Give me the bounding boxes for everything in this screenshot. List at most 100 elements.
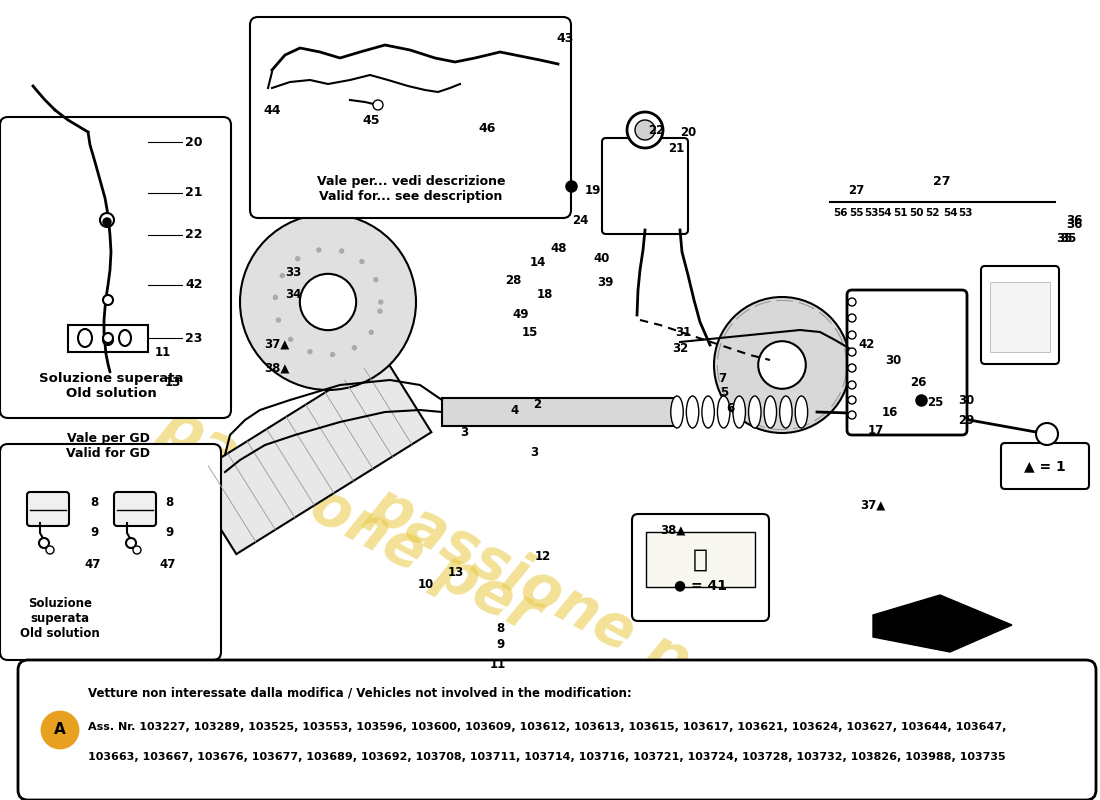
Ellipse shape [749,396,761,428]
Circle shape [39,538,50,548]
Text: passione per: passione per [151,396,550,644]
FancyBboxPatch shape [981,266,1059,364]
Circle shape [103,295,113,305]
Text: 10: 10 [418,578,434,591]
Circle shape [848,348,856,356]
Text: 30: 30 [958,394,975,406]
Text: 22: 22 [648,123,664,137]
Circle shape [103,333,113,343]
Text: 44: 44 [263,103,280,117]
FancyBboxPatch shape [847,290,967,435]
FancyBboxPatch shape [0,117,231,418]
Circle shape [370,330,373,334]
Text: 35: 35 [1060,231,1077,245]
Bar [990,282,1050,352]
Text: 14: 14 [530,255,547,269]
Text: 49: 49 [512,307,528,321]
Text: 18: 18 [537,287,553,301]
Text: Soluzione superata
Old solution: Soluzione superata Old solution [39,372,184,400]
Circle shape [126,538,136,548]
Circle shape [360,259,364,263]
Text: 43: 43 [556,31,573,45]
Text: Vetture non interessate dalla modifica / Vehicles not involved in the modificati: Vetture non interessate dalla modifica /… [88,686,631,699]
Text: passione per: passione per [360,476,760,724]
Circle shape [103,335,113,345]
Circle shape [635,120,654,140]
Circle shape [280,274,284,278]
FancyBboxPatch shape [18,660,1096,800]
Text: 31: 31 [675,326,691,338]
Text: 48: 48 [550,242,566,254]
Bar [646,532,755,587]
Text: 11: 11 [155,346,172,358]
Text: 12: 12 [535,550,551,563]
Text: 9: 9 [90,526,98,538]
Text: Vale per... vedi descrizione
Valid for... see description: Vale per... vedi descrizione Valid for..… [317,175,505,203]
Ellipse shape [686,396,698,428]
Text: 39: 39 [597,275,614,289]
Text: 36: 36 [1066,218,1082,231]
Text: 47: 47 [84,558,100,570]
Circle shape [300,274,356,330]
Text: 27: 27 [933,175,950,188]
Circle shape [352,346,356,350]
Ellipse shape [764,396,777,428]
Text: 30: 30 [886,354,901,366]
Circle shape [374,278,378,282]
Text: 13: 13 [448,566,464,578]
Text: 53: 53 [864,208,878,218]
Circle shape [100,213,114,227]
Text: 7: 7 [718,371,726,385]
Text: 45: 45 [362,114,380,126]
Ellipse shape [733,396,746,428]
Polygon shape [188,356,431,554]
Circle shape [276,318,280,322]
Circle shape [288,338,293,342]
Text: 17: 17 [868,423,884,437]
Circle shape [848,298,856,306]
Text: Soluzione
superata
Old solution: Soluzione superata Old solution [20,597,100,640]
Polygon shape [873,595,1012,652]
Text: 6: 6 [726,402,735,414]
Text: 52: 52 [925,208,939,218]
Text: 2: 2 [534,398,541,410]
Circle shape [714,297,850,433]
Text: 24: 24 [572,214,588,226]
Circle shape [848,411,856,419]
Circle shape [340,249,343,253]
FancyBboxPatch shape [28,492,69,526]
Text: 37▲: 37▲ [264,338,289,350]
Circle shape [274,295,277,299]
Text: 9: 9 [496,638,504,651]
Text: 54: 54 [877,208,891,218]
Text: ▲ = 1: ▲ = 1 [1024,459,1066,473]
Text: 🐴: 🐴 [693,548,707,572]
Text: 51: 51 [893,208,907,218]
Text: 42: 42 [858,338,874,351]
Circle shape [848,364,856,372]
Text: 56: 56 [833,208,847,218]
Text: 53: 53 [958,208,972,218]
Text: Ass. Nr. 103227, 103289, 103525, 103553, 103596, 103600, 103609, 103612, 103613,: Ass. Nr. 103227, 103289, 103525, 103553,… [88,722,1007,732]
Circle shape [317,248,321,252]
Ellipse shape [717,396,730,428]
Circle shape [331,353,334,357]
Text: 15: 15 [522,326,538,338]
Text: 8: 8 [165,495,174,509]
Ellipse shape [780,396,792,428]
Circle shape [133,546,141,554]
Text: 9: 9 [165,526,174,538]
Text: Vale per GD
Valid for GD: Vale per GD Valid for GD [66,432,150,460]
Circle shape [848,314,856,322]
Text: 36: 36 [1066,214,1082,226]
Text: 28: 28 [505,274,521,286]
Text: 25: 25 [927,395,944,409]
Text: 11: 11 [490,658,506,671]
Text: 8: 8 [90,495,98,509]
Text: 46: 46 [478,122,495,134]
Circle shape [373,100,383,110]
Text: 3: 3 [530,446,538,458]
Ellipse shape [795,396,807,428]
FancyBboxPatch shape [250,17,571,218]
Text: 27: 27 [848,183,865,197]
